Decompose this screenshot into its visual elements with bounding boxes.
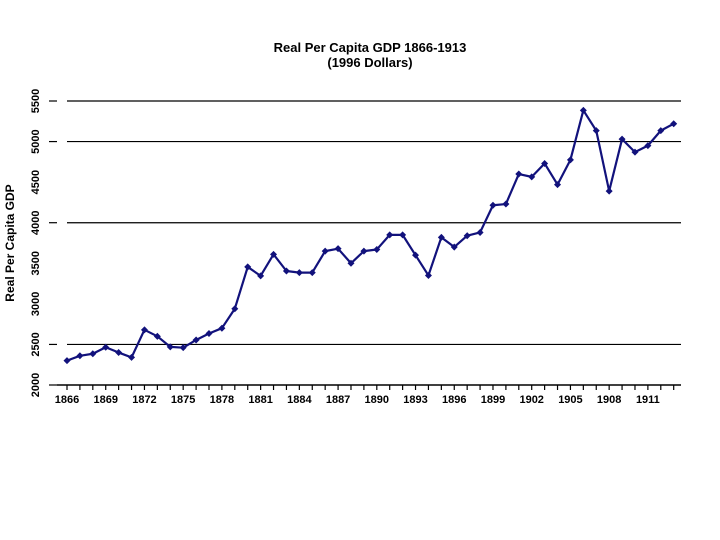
data-point-1869 — [102, 343, 110, 351]
data-point-1877 — [205, 329, 213, 337]
data-point-1866 — [63, 357, 71, 365]
data-point-1894 — [424, 271, 432, 279]
data-point-1890 — [373, 245, 381, 253]
x-tick-label-1866: 1866 — [55, 394, 79, 406]
data-point-1897 — [463, 232, 471, 240]
y-tick-label-3000: 3000 — [30, 292, 42, 316]
data-point-1871 — [128, 353, 136, 361]
data-point-1901 — [515, 170, 523, 178]
data-point-1872 — [140, 326, 148, 334]
data-point-1873 — [153, 332, 161, 340]
data-point-1878 — [218, 324, 226, 332]
gdp-series-line — [65, 109, 675, 362]
y-tick-label-5500: 5500 — [30, 89, 42, 113]
chart-subtitle: (1996 Dollars) — [327, 55, 413, 70]
y-tick-label-5000: 5000 — [30, 129, 42, 153]
data-point-1884 — [295, 269, 303, 277]
x-tick-label-1902: 1902 — [519, 394, 543, 406]
x-tick-label-1899: 1899 — [481, 394, 505, 406]
data-point-1911 — [644, 142, 652, 150]
data-point-1892 — [399, 231, 407, 239]
data-point-1867 — [76, 352, 84, 360]
data-point-1907 — [592, 127, 600, 135]
data-point-1879 — [231, 305, 239, 313]
data-point-1886 — [321, 247, 329, 255]
data-point-1893 — [412, 251, 420, 259]
data-point-1880 — [244, 263, 252, 271]
x-tick-label-1869: 1869 — [93, 394, 117, 406]
data-point-1874 — [166, 343, 174, 351]
y-tick-label-2500: 2500 — [30, 332, 42, 356]
data-point-1870 — [115, 349, 123, 357]
y-tick-label-2000: 2000 — [30, 373, 42, 397]
x-tick-label-1872: 1872 — [132, 394, 156, 406]
x-tick-label-1875: 1875 — [171, 394, 195, 406]
x-tick-label-1896: 1896 — [442, 394, 466, 406]
data-point-1905 — [566, 156, 574, 164]
data-point-1887 — [334, 245, 342, 253]
data-point-1909 — [618, 135, 626, 143]
data-point-1898 — [476, 228, 484, 236]
x-tick-label-1878: 1878 — [210, 394, 234, 406]
x-tick-label-1881: 1881 — [248, 394, 272, 406]
data-point-1913 — [670, 120, 678, 128]
data-point-1906 — [579, 106, 587, 114]
data-point-1882 — [270, 250, 278, 258]
y-axis-title: Real Per Capita GDP — [3, 184, 17, 301]
data-point-1881 — [257, 272, 265, 280]
data-point-1876 — [192, 336, 200, 344]
data-point-1888 — [347, 259, 355, 267]
data-point-1908 — [605, 187, 613, 195]
data-point-1896 — [450, 243, 458, 251]
data-point-1900 — [502, 200, 510, 208]
data-point-1875 — [179, 344, 187, 352]
x-tick-label-1905: 1905 — [558, 394, 582, 406]
data-point-1895 — [437, 233, 445, 241]
y-tick-label-4500: 4500 — [30, 170, 42, 194]
y-tick-label-4000: 4000 — [30, 210, 42, 234]
data-point-1904 — [554, 181, 562, 189]
data-point-1899 — [489, 201, 497, 209]
x-tick-label-1890: 1890 — [365, 394, 389, 406]
data-point-1910 — [631, 148, 639, 156]
x-tick-label-1887: 1887 — [326, 394, 350, 406]
y-tick-label-3500: 3500 — [30, 251, 42, 275]
data-point-1891 — [386, 231, 394, 239]
data-point-1885 — [308, 269, 316, 277]
data-point-1883 — [282, 267, 290, 275]
data-point-1889 — [360, 247, 368, 255]
data-point-1903 — [541, 159, 549, 167]
x-tick-label-1893: 1893 — [403, 394, 427, 406]
data-point-1902 — [528, 173, 536, 181]
x-tick-label-1908: 1908 — [597, 394, 621, 406]
data-point-1912 — [657, 127, 665, 135]
x-tick-label-1911: 1911 — [636, 394, 660, 406]
x-tick-label-1884: 1884 — [287, 394, 312, 406]
data-point-1868 — [89, 350, 97, 358]
chart-title: Real Per Capita GDP 1866-1913 — [273, 40, 467, 55]
